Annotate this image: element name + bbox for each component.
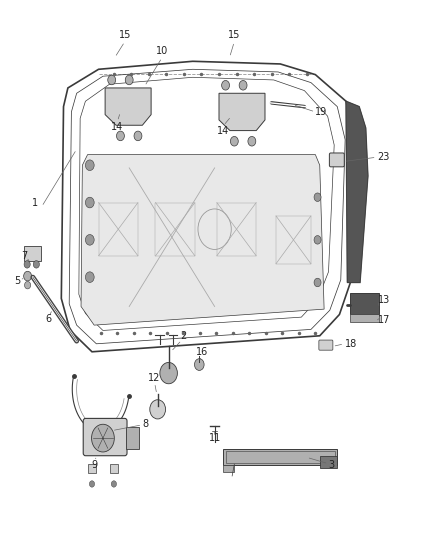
Circle shape: [85, 197, 94, 208]
Circle shape: [160, 362, 177, 384]
Bar: [110, 464, 118, 473]
Circle shape: [248, 136, 256, 146]
Circle shape: [314, 278, 321, 287]
Circle shape: [89, 481, 95, 487]
Circle shape: [117, 131, 124, 141]
Text: 12: 12: [148, 374, 161, 383]
Text: 18: 18: [345, 339, 357, 349]
Text: 14: 14: [111, 122, 124, 132]
Circle shape: [92, 424, 114, 452]
FancyBboxPatch shape: [83, 418, 127, 456]
Text: 17: 17: [378, 315, 390, 325]
Bar: [350, 314, 379, 322]
Circle shape: [125, 75, 133, 85]
Bar: [99, 203, 138, 256]
Bar: [350, 293, 379, 314]
Bar: [223, 465, 234, 472]
Bar: [24, 246, 41, 261]
Circle shape: [24, 261, 30, 268]
Circle shape: [85, 160, 94, 171]
Text: 8: 8: [142, 419, 148, 429]
Circle shape: [24, 271, 32, 281]
Bar: [217, 203, 256, 256]
Text: 6: 6: [45, 314, 51, 324]
Text: 15: 15: [119, 30, 131, 39]
Circle shape: [33, 261, 39, 268]
Circle shape: [314, 236, 321, 244]
Bar: [223, 449, 337, 465]
Circle shape: [230, 136, 238, 146]
Text: 7: 7: [21, 251, 27, 261]
Bar: [126, 427, 139, 449]
Circle shape: [85, 272, 94, 282]
Text: 23: 23: [378, 152, 390, 162]
Text: 5: 5: [14, 277, 21, 286]
Circle shape: [150, 400, 166, 419]
Circle shape: [85, 235, 94, 245]
Circle shape: [108, 75, 116, 85]
Text: 10: 10: [156, 46, 168, 55]
Polygon shape: [81, 155, 324, 325]
Bar: [226, 451, 335, 463]
Text: 11: 11: [208, 433, 221, 443]
Text: 9: 9: [91, 460, 97, 470]
Polygon shape: [105, 88, 151, 125]
Circle shape: [222, 80, 230, 90]
Text: 14: 14: [217, 126, 230, 135]
Bar: [88, 464, 96, 473]
Circle shape: [134, 131, 142, 141]
Circle shape: [25, 281, 31, 289]
Text: 13: 13: [378, 295, 390, 305]
Bar: [276, 216, 311, 264]
Text: 2: 2: [180, 331, 186, 341]
Polygon shape: [219, 93, 265, 131]
Bar: [155, 203, 195, 256]
Polygon shape: [346, 101, 368, 282]
FancyBboxPatch shape: [329, 153, 344, 167]
Bar: [320, 456, 337, 468]
Text: 3: 3: [328, 460, 334, 470]
Text: 16: 16: [196, 347, 208, 357]
FancyBboxPatch shape: [319, 340, 333, 350]
Text: 19: 19: [315, 107, 328, 117]
Text: 15: 15: [228, 30, 240, 39]
Circle shape: [111, 481, 117, 487]
Circle shape: [194, 359, 204, 370]
Circle shape: [314, 193, 321, 201]
Circle shape: [239, 80, 247, 90]
Text: 1: 1: [32, 198, 38, 207]
